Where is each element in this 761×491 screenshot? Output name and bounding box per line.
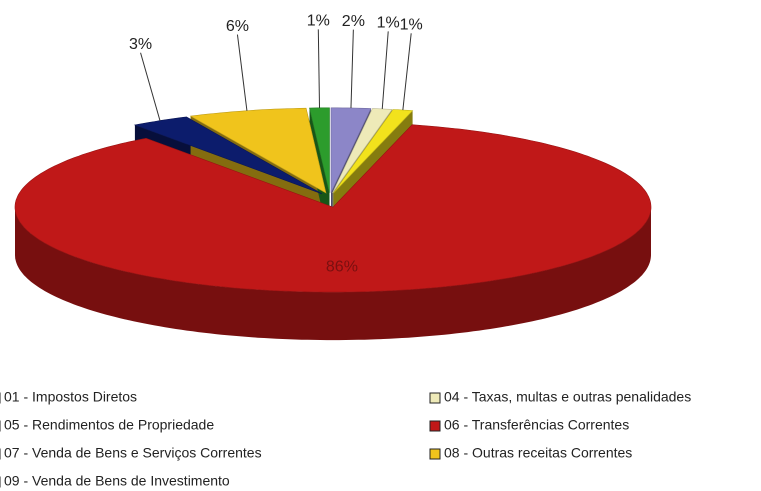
leader-line [140, 52, 161, 121]
data-label: 3% [129, 36, 152, 53]
legend-label: 07 - Venda de Bens e Serviços Correntes [4, 445, 262, 461]
slice-side [15, 207, 651, 341]
data-label: 1% [307, 13, 330, 30]
legend-swatch [429, 392, 441, 404]
legend-swatch [429, 448, 441, 460]
data-label: 2% [342, 13, 365, 30]
legend-label: 01 - Impostos Diretos [4, 389, 137, 405]
leader-line [402, 33, 412, 111]
leader-line [381, 31, 389, 109]
leader-line [350, 29, 354, 108]
slice [14, 124, 652, 293]
legend-label: 09 - Venda de Bens de Investimento [4, 473, 230, 489]
legend-label: 05 - Rendimentos de Propriedade [4, 417, 214, 433]
legend-label: 06 - Transferências Correntes [444, 417, 629, 433]
data-label: 6% [226, 18, 249, 35]
data-label: 1% [377, 15, 400, 32]
legend-swatch [429, 420, 441, 432]
data-label: 86% [326, 258, 358, 275]
legend-label: 04 - Taxas, multas e outras penalidades [444, 389, 691, 405]
legend-label: 08 - Outras receitas Correntes [444, 445, 632, 461]
slice [189, 107, 327, 194]
leader-line [317, 29, 321, 108]
data-label: 1% [400, 17, 423, 34]
leader-line [236, 34, 248, 111]
pie-tops [14, 107, 652, 293]
